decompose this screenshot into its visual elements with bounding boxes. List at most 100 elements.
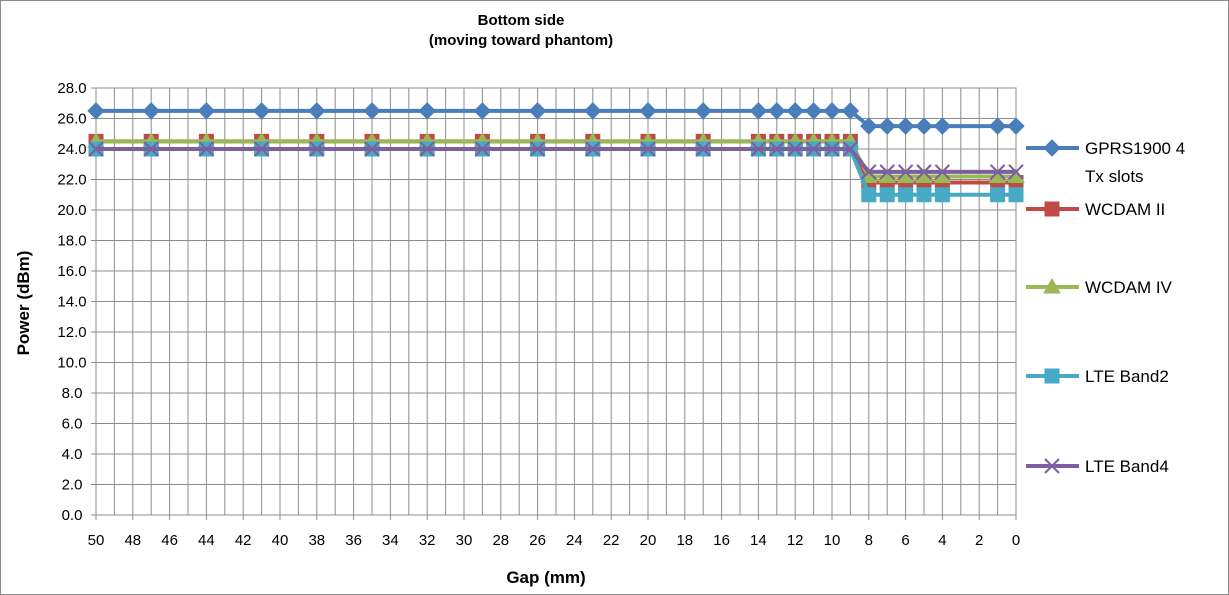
x-tick-label: 8 bbox=[865, 532, 873, 549]
data-point bbox=[197, 102, 216, 120]
x-tick-label: 10 bbox=[824, 532, 841, 549]
x-tick-label: 18 bbox=[676, 532, 693, 549]
marker-stroke bbox=[419, 141, 435, 157]
x-tick-label: 36 bbox=[345, 532, 362, 549]
data-point bbox=[898, 187, 914, 203]
data-point bbox=[824, 141, 840, 157]
data-point bbox=[841, 102, 860, 120]
y-tick-label: 8.0 bbox=[62, 385, 83, 402]
marker-stroke bbox=[897, 164, 914, 180]
data-point bbox=[694, 102, 712, 120]
data-point bbox=[419, 141, 435, 157]
chart-title: Bottom side bbox=[478, 12, 565, 29]
marker-stroke bbox=[934, 164, 951, 180]
series-lte-band4 bbox=[88, 141, 1024, 180]
axes: 0.0 2.0 4.0 6.0 8.0 10.0 12.0 14.0 16.0 18.0 20.0 2… bbox=[57, 80, 1020, 549]
x-tick-label: 26 bbox=[529, 532, 546, 549]
data-point bbox=[804, 102, 823, 120]
grid bbox=[95, 87, 1017, 516]
marker-stroke bbox=[695, 141, 711, 157]
y-tick-label: 28.0 bbox=[57, 80, 86, 97]
data-point bbox=[309, 141, 325, 157]
y-axis-title: Power (dBm) bbox=[14, 251, 33, 356]
x-tick-label: 30 bbox=[456, 532, 473, 549]
data-point bbox=[990, 187, 1006, 203]
legend-marker bbox=[1044, 458, 1060, 474]
data-point bbox=[1008, 187, 1024, 203]
y-tick-label: 18.0 bbox=[57, 233, 86, 250]
legend-item-gprs1900-4-tx-slots: GPRS1900 4 Tx slots bbox=[1026, 139, 1185, 186]
data-point bbox=[988, 117, 1007, 135]
marker-stroke bbox=[1008, 164, 1024, 180]
legend-item-lte-band2: LTE Band2 bbox=[1026, 367, 1169, 386]
marker-stroke bbox=[1044, 458, 1060, 474]
x-tick-label: 20 bbox=[640, 532, 657, 549]
legend-marker bbox=[1044, 201, 1060, 217]
data-point bbox=[418, 102, 436, 120]
data-point bbox=[769, 141, 785, 157]
data-point bbox=[88, 141, 104, 157]
x-tick-label: 42 bbox=[235, 532, 252, 549]
marker-stroke bbox=[805, 141, 822, 157]
plot-area-border bbox=[95, 87, 1017, 516]
data-point bbox=[363, 102, 381, 120]
data-point bbox=[768, 102, 786, 120]
data-point bbox=[253, 141, 270, 157]
data-point bbox=[861, 164, 877, 180]
data-point bbox=[879, 164, 895, 180]
legend-label: WCDAM IV bbox=[1085, 278, 1173, 297]
x-tick-label: 46 bbox=[161, 532, 178, 549]
y-tick-label: 6.0 bbox=[62, 416, 83, 433]
data-point bbox=[878, 117, 896, 135]
x-tick-label: 14 bbox=[750, 532, 767, 549]
marker-stroke bbox=[585, 141, 601, 157]
data-point bbox=[640, 141, 656, 157]
data-point bbox=[934, 164, 951, 180]
data-point bbox=[749, 102, 768, 120]
data-point bbox=[842, 141, 859, 157]
data-point bbox=[308, 102, 326, 120]
y-tick-label: 20.0 bbox=[57, 202, 86, 219]
x-tick-label: 2 bbox=[975, 532, 983, 549]
x-tick-label: 50 bbox=[88, 532, 105, 549]
data-point bbox=[916, 164, 932, 180]
data-point bbox=[585, 141, 601, 157]
legend-marker bbox=[1043, 277, 1061, 294]
data-point bbox=[142, 102, 160, 120]
data-point bbox=[915, 117, 933, 135]
marker-stroke bbox=[787, 141, 803, 157]
marker-stroke bbox=[750, 141, 767, 157]
legend-label: WCDAM II bbox=[1085, 200, 1165, 219]
x-tick-label: 28 bbox=[492, 532, 509, 549]
legend-item-wcdam-iv: WCDAM IV bbox=[1026, 277, 1173, 297]
data-point bbox=[143, 141, 159, 157]
data-point bbox=[639, 102, 657, 120]
marker-stroke bbox=[88, 141, 104, 157]
data-point bbox=[805, 141, 822, 157]
x-tick-label: 12 bbox=[787, 532, 804, 549]
marker-stroke bbox=[474, 141, 491, 157]
data-point bbox=[474, 141, 491, 157]
marker-stroke bbox=[989, 164, 1006, 180]
x-tick-label: 6 bbox=[901, 532, 909, 549]
marker-stroke bbox=[364, 141, 380, 157]
marker-stroke bbox=[879, 164, 895, 180]
x-tick-label: 32 bbox=[419, 532, 436, 549]
marker-stroke bbox=[198, 141, 215, 157]
data-point bbox=[750, 141, 767, 157]
marker-stroke bbox=[640, 141, 656, 157]
data-point bbox=[584, 102, 602, 120]
marker-stroke bbox=[916, 164, 932, 180]
data-point bbox=[1008, 164, 1024, 180]
marker-stroke bbox=[529, 141, 546, 157]
marker-stroke bbox=[143, 141, 159, 157]
chart-subtitle: (moving toward phantom) bbox=[429, 32, 613, 49]
x-axis-title: Gap (mm) bbox=[506, 568, 585, 587]
y-tick-label: 14.0 bbox=[57, 294, 86, 311]
data-point bbox=[473, 102, 492, 120]
data-point bbox=[695, 141, 711, 157]
data-point bbox=[1007, 117, 1025, 135]
data-point bbox=[897, 164, 914, 180]
